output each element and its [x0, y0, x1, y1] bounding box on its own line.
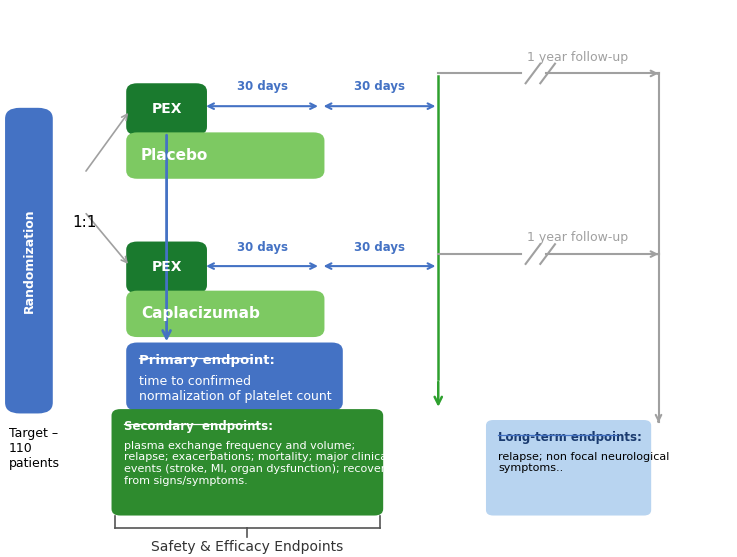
- FancyBboxPatch shape: [5, 108, 53, 413]
- Text: 30 days: 30 days: [237, 80, 287, 92]
- Text: 1:1: 1:1: [72, 215, 97, 230]
- Text: 30 days: 30 days: [354, 241, 405, 253]
- Text: PEX: PEX: [151, 261, 182, 275]
- Text: plasma exchange frequency and volume;
relapse; exacerbations; mortality; major c: plasma exchange frequency and volume; re…: [124, 441, 392, 486]
- Text: Target –
110
patients: Target – 110 patients: [9, 427, 60, 470]
- Text: Primary endpoint:: Primary endpoint:: [139, 354, 275, 367]
- FancyBboxPatch shape: [126, 133, 324, 179]
- Text: 1 year follow-up: 1 year follow-up: [527, 51, 629, 63]
- Text: Placebo: Placebo: [141, 148, 208, 163]
- FancyBboxPatch shape: [486, 420, 652, 516]
- Text: 30 days: 30 days: [237, 241, 287, 253]
- Text: relapse; non focal neurological
symptoms..: relapse; non focal neurological symptoms…: [498, 452, 670, 473]
- Text: Safety & Efficacy Endpoints: Safety & Efficacy Endpoints: [151, 540, 343, 554]
- Text: time to confirmed
normalization of platelet count: time to confirmed normalization of plate…: [139, 375, 332, 403]
- Text: Caplacizumab: Caplacizumab: [141, 306, 259, 321]
- FancyBboxPatch shape: [111, 409, 383, 516]
- FancyBboxPatch shape: [126, 83, 207, 135]
- FancyBboxPatch shape: [126, 242, 207, 294]
- FancyBboxPatch shape: [126, 291, 324, 337]
- Text: Secondary  endpoints:: Secondary endpoints:: [124, 420, 273, 433]
- Text: 1 year follow-up: 1 year follow-up: [527, 231, 629, 245]
- Text: 30 days: 30 days: [354, 80, 405, 92]
- Text: Long-term endpoints:: Long-term endpoints:: [498, 431, 643, 444]
- Text: Randomization: Randomization: [22, 208, 35, 313]
- Text: PEX: PEX: [151, 102, 182, 116]
- FancyBboxPatch shape: [126, 343, 343, 411]
